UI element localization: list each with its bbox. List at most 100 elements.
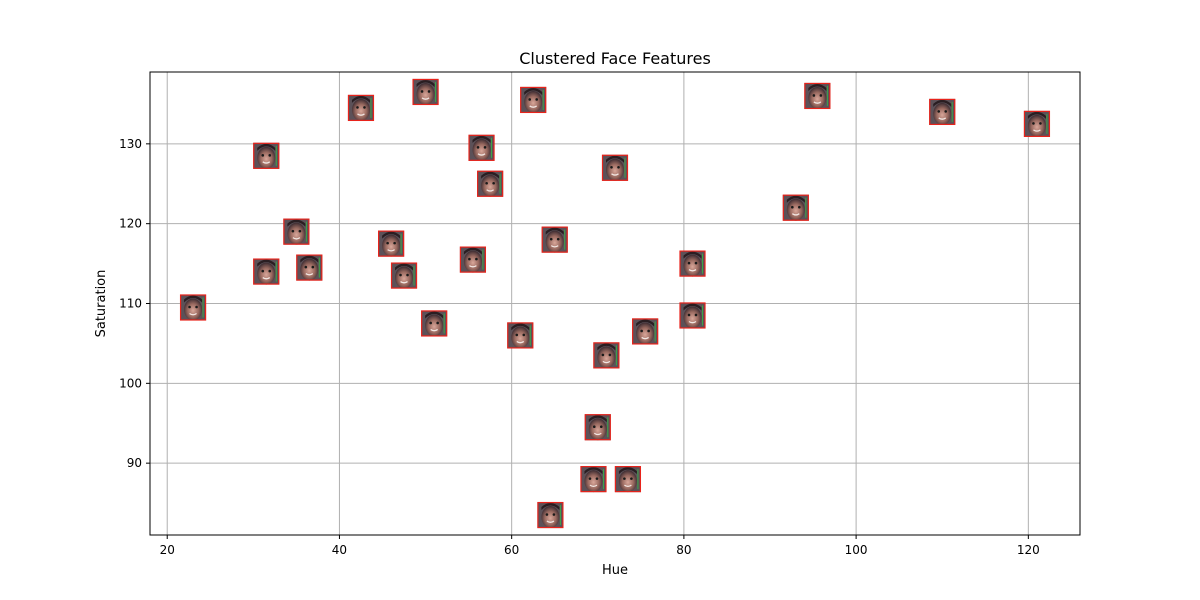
face-frame — [782, 194, 809, 221]
face-frame — [537, 501, 564, 529]
face-point — [390, 262, 418, 289]
hair-icon — [463, 247, 482, 255]
y-tick-label: 130 — [119, 137, 142, 151]
face-frame — [541, 226, 568, 253]
axis-ticks: 20 40 60 80 100 120 90 100 110 120 130 — [119, 137, 1040, 557]
face-icon — [257, 146, 276, 169]
face-icon — [683, 254, 702, 277]
eye-icon — [535, 98, 538, 101]
face-frame — [1023, 110, 1051, 137]
hair-icon — [1027, 111, 1046, 119]
face-frame — [468, 134, 495, 161]
face-icon — [395, 266, 414, 289]
y-axis-label: Saturation — [94, 270, 109, 338]
face-point — [421, 310, 448, 337]
eye-icon — [687, 313, 691, 317]
face-frame — [296, 254, 323, 281]
eye-icon — [595, 477, 599, 480]
face-icon — [545, 230, 564, 253]
eye-icon — [640, 329, 643, 333]
face-point — [459, 246, 487, 273]
eye-icon — [195, 305, 198, 309]
face-point — [679, 302, 706, 329]
face-point — [296, 254, 323, 281]
face-icon — [933, 102, 952, 125]
eye-icon — [694, 313, 698, 317]
mouth-icon — [387, 249, 395, 252]
face-icon — [541, 506, 560, 529]
x-tick-label: 120 — [1017, 543, 1040, 557]
hair-icon — [545, 227, 564, 235]
face-point — [601, 154, 629, 181]
eye-icon — [356, 106, 359, 109]
face-icon — [184, 298, 203, 321]
face-point — [378, 230, 405, 257]
mouth-icon — [516, 340, 525, 344]
face-icon — [636, 322, 655, 345]
eye-icon — [592, 425, 596, 429]
eye-icon — [268, 154, 272, 157]
y-tick-label: 100 — [119, 376, 142, 390]
eye-icon — [687, 261, 691, 265]
eye-icon — [647, 329, 650, 333]
face-point — [584, 414, 611, 441]
eye-icon — [291, 229, 295, 233]
face-frame — [679, 250, 706, 277]
mouth-icon — [546, 520, 555, 523]
mouth-icon — [813, 101, 822, 104]
mouth-icon — [938, 117, 947, 120]
face-point — [253, 142, 280, 169]
face-icon — [257, 262, 276, 285]
eye-icon — [268, 269, 272, 273]
eye-icon — [522, 333, 526, 337]
face-icon — [425, 314, 444, 337]
hair-icon — [588, 415, 607, 423]
y-tick-label: 120 — [119, 217, 142, 231]
hair-icon — [287, 219, 306, 227]
face-frame — [601, 154, 629, 181]
eye-icon — [483, 146, 487, 149]
hair-icon — [584, 467, 603, 475]
mouth-icon — [477, 153, 486, 156]
hair-icon — [683, 251, 702, 259]
face-frame — [253, 258, 280, 285]
eye-icon — [694, 261, 698, 265]
face-icon — [472, 138, 491, 161]
face-icon — [683, 306, 702, 329]
hair-icon — [597, 343, 616, 351]
face-point — [782, 194, 809, 221]
hair-icon — [933, 99, 952, 107]
face-frame — [390, 262, 418, 289]
hair-icon — [618, 467, 637, 475]
face-point — [412, 78, 439, 106]
mouth-icon — [688, 320, 697, 324]
face-frame — [253, 142, 280, 169]
face-frame — [283, 218, 310, 245]
mouth-icon — [430, 328, 439, 332]
hair-icon — [541, 503, 560, 511]
face-point — [679, 250, 706, 277]
eye-icon — [812, 94, 816, 97]
mouth-icon — [262, 277, 271, 280]
mouth-icon — [262, 161, 271, 164]
face-point — [614, 466, 642, 493]
face-frame — [347, 94, 375, 122]
face-frame — [412, 78, 439, 106]
eye-icon — [304, 265, 308, 269]
eye-icon — [261, 269, 265, 273]
face-frame — [580, 466, 607, 493]
eye-icon — [476, 146, 480, 149]
eye-icon — [363, 106, 366, 109]
face-frame — [593, 342, 620, 369]
eye-icon — [944, 110, 948, 113]
face-point — [347, 94, 375, 122]
hair-icon — [786, 195, 805, 203]
face-frame — [804, 82, 831, 110]
mouth-icon — [421, 97, 430, 100]
eye-icon — [623, 477, 626, 480]
eye-icon — [610, 165, 613, 169]
hair-icon — [511, 323, 530, 331]
eye-icon — [420, 90, 424, 93]
points-layer — [179, 78, 1051, 529]
